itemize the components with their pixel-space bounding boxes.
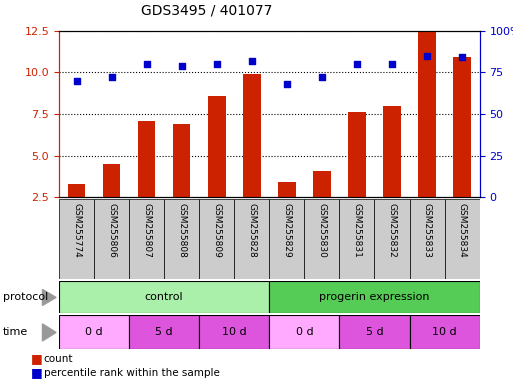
Polygon shape [43,324,56,341]
Text: protocol: protocol [3,293,48,303]
Bar [445,199,480,280]
Point [318,74,326,81]
Text: GSM255807: GSM255807 [142,204,151,258]
Text: time: time [3,328,28,338]
Bar [340,199,374,280]
Text: GSM255806: GSM255806 [107,204,116,258]
Bar [409,199,445,280]
Text: GSM255829: GSM255829 [282,204,291,258]
Bar [94,199,129,280]
Text: GSM255833: GSM255833 [423,204,431,258]
Text: GDS3495 / 401077: GDS3495 / 401077 [141,4,272,18]
Text: GSM255828: GSM255828 [247,204,256,258]
Point [108,74,116,81]
Text: GSM255808: GSM255808 [177,204,186,258]
Text: control: control [145,293,184,303]
Text: 0 d: 0 d [295,328,313,338]
Bar [418,31,436,239]
Text: GSM255809: GSM255809 [212,204,221,258]
Bar [453,57,471,239]
Bar [278,182,295,239]
Text: 5 d: 5 d [366,328,383,338]
Bar [138,121,155,239]
Point [143,61,151,67]
Text: 5 d: 5 d [155,328,173,338]
Point [423,53,431,59]
Point [388,61,396,67]
Text: progerin expression: progerin expression [319,293,430,303]
Bar [129,199,164,280]
Bar [59,199,94,280]
Text: count: count [44,354,73,364]
Bar [164,199,199,280]
Bar [243,74,261,239]
Point [72,78,81,84]
Text: percentile rank within the sample: percentile rank within the sample [44,368,220,378]
Bar [313,171,331,239]
Text: 10 d: 10 d [222,328,247,338]
Bar [304,199,340,280]
Bar [68,184,85,239]
Bar [269,281,480,313]
Point [212,61,221,67]
Bar [103,164,121,239]
Point [458,54,466,60]
Text: ■: ■ [31,352,43,365]
Bar [269,199,304,280]
Point [353,61,361,67]
Bar [409,315,480,349]
Bar [234,199,269,280]
Bar [348,113,366,239]
Text: 10 d: 10 d [432,328,457,338]
Bar [173,124,190,239]
Bar [199,199,234,280]
Text: GSM255830: GSM255830 [318,204,326,258]
Bar [374,199,409,280]
Bar [340,315,409,349]
Text: ■: ■ [31,366,43,379]
Point [177,63,186,69]
Text: 0 d: 0 d [85,328,103,338]
Bar [129,315,199,349]
Text: GSM255831: GSM255831 [352,204,362,258]
Bar [199,315,269,349]
Bar [383,106,401,239]
Bar [269,315,340,349]
Text: GSM255834: GSM255834 [458,204,467,258]
Point [248,58,256,64]
Bar [59,281,269,313]
Bar [59,315,129,349]
Text: GSM255832: GSM255832 [387,204,397,258]
Polygon shape [43,290,56,305]
Text: GSM255774: GSM255774 [72,204,81,258]
Bar [208,96,226,239]
Point [283,81,291,87]
